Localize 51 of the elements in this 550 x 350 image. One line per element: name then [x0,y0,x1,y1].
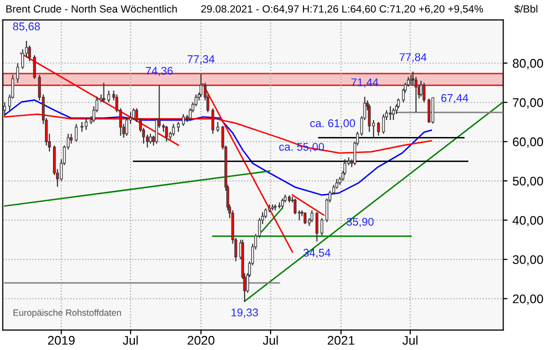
chart-subtitle: 29.08.2021 - O:64,97 H:71,26 L:64,60 C:71,20 +6,20 +9,54% [201,5,484,14]
y-tick-label: 30,00 [512,255,544,266]
y-tick-label: 40,00 [512,216,544,226]
candlestick [368,104,371,132]
candlestick [382,114,385,134]
candlestick [388,106,392,121]
y-tick-label: 60,00 [512,137,544,148]
candlestick [310,210,314,223]
candlestick [377,121,380,136]
candlestick [80,121,84,132]
annotation: 85,68 [13,22,40,32]
x-tick-label: Jul [122,336,138,345]
x-tick-label: Jul [402,336,418,345]
y-tick-label: 50,00 [512,176,544,188]
annotation: Europäische Rohstoffdaten [14,309,121,318]
candlestick [428,98,430,124]
annotation: 19,33 [232,308,258,318]
annotation: 35,90 [346,218,374,228]
chart-title: Brent Crude - North Sea Wöchentlich [6,4,177,13]
candlestick [165,125,168,142]
y-tick-label: 20,00 [512,294,544,305]
candlestick [84,118,88,130]
candlestick [21,48,24,70]
y-tick-label: 80,00 [512,58,544,70]
annotation: ca. 61,00 [310,119,356,128]
candlestick [102,82,106,103]
candlestick [200,73,202,98]
candlestick [176,121,180,132]
x-tick-label: Jul [262,336,278,345]
candlestick [132,108,136,121]
candlestick [149,133,152,144]
candlestick [392,108,395,121]
annotation: 77,34 [188,55,215,64]
candlestick [422,82,426,103]
candlestick [70,133,73,144]
candlestick [281,198,284,209]
candlestick [172,123,175,136]
x-tick-label: 2020 [188,336,214,345]
y-tick-label: 70,00 [512,98,544,109]
candlestick [16,62,20,84]
candlestick [420,80,422,98]
annotation: 67,44 [441,94,468,104]
x-tick-label: 2019 [48,336,75,345]
y-axis-title: $/Bbl [514,4,538,14]
x-tick-label: 2021 [328,336,354,345]
candlestick [125,118,128,136]
candlestick [320,218,324,236]
annotation: 77,84 [400,53,427,62]
line-series [4,99,432,196]
candlestick [107,90,110,103]
candlestick [182,114,185,126]
